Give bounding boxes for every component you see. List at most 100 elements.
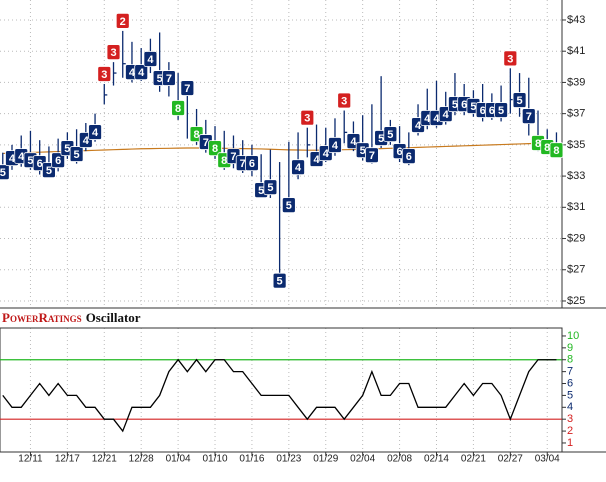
rating-label: 5 xyxy=(516,95,522,107)
rating-badge xyxy=(134,64,149,81)
rating-label: 4 xyxy=(443,109,450,121)
x-tick-label: 01/16 xyxy=(239,454,264,465)
x-tick-label: 02/27 xyxy=(498,454,523,465)
x-tick-label: 02/04 xyxy=(350,454,375,465)
y-tick-label: 2 xyxy=(567,425,573,437)
rating-label: 7 xyxy=(240,158,246,170)
brand: PowerRatings xyxy=(2,310,82,325)
y-tick-label: 4 xyxy=(567,401,573,413)
rating-label: 3 xyxy=(101,69,107,81)
rating-label: 5 xyxy=(378,133,384,145)
rating-badge xyxy=(143,51,158,67)
x-tick-label: 12/28 xyxy=(129,454,154,465)
rating-label: 7 xyxy=(203,137,209,149)
rating-label: 7 xyxy=(166,73,172,85)
rating-badge xyxy=(115,13,130,29)
y-tick-label: 6 xyxy=(567,377,573,389)
rating-label: 5 xyxy=(360,145,366,157)
rating-label: 4 xyxy=(424,113,431,125)
rating-label: 5 xyxy=(46,165,52,177)
y-tick-label: $27 xyxy=(567,264,585,276)
rating-badge xyxy=(208,140,222,157)
rating-badge xyxy=(328,137,342,153)
x-tick-label: 12/21 xyxy=(92,454,117,465)
y-tick-label: 3 xyxy=(567,413,573,425)
oscillator-title: PowerRatings Oscillator xyxy=(2,310,141,325)
rating-label: 5 xyxy=(387,129,393,141)
rating-badge xyxy=(521,108,536,125)
y-tick-label: $39 xyxy=(567,76,585,88)
y-tick-label: 9 xyxy=(567,342,573,354)
title: Oscillator xyxy=(86,310,141,325)
rating-label: 2 xyxy=(120,16,126,28)
y-tick-label: $43 xyxy=(567,14,585,26)
x-tick-label: 02/21 xyxy=(461,454,486,465)
rating-label: 4 xyxy=(313,154,320,166)
rating-badge xyxy=(0,164,10,181)
x-tick-label: 02/08 xyxy=(387,454,412,465)
rating-label: 4 xyxy=(295,162,302,174)
rating-label: 5 xyxy=(498,105,504,117)
y-tick-label: 7 xyxy=(567,366,573,378)
rating-badge xyxy=(272,272,287,289)
rating-label: 7 xyxy=(369,150,375,162)
rating-badge xyxy=(300,109,315,126)
rating-label: 4 xyxy=(92,127,99,139)
y-tick-label: $41 xyxy=(567,45,585,57)
x-tick-label: 12/17 xyxy=(55,454,80,465)
rating-label: 7 xyxy=(230,151,236,163)
rating-label: 4 xyxy=(83,135,90,147)
x-tick-label: 01/29 xyxy=(313,454,338,465)
rating-badge xyxy=(106,44,121,61)
rating-label: 3 xyxy=(507,53,513,65)
rating-label: 4 xyxy=(147,54,154,66)
rating-label: 8 xyxy=(193,129,199,141)
y-tick-label: 5 xyxy=(567,389,573,401)
rating-badge xyxy=(88,124,102,140)
rating-badge xyxy=(383,126,398,142)
rating-label: 8 xyxy=(212,143,218,155)
rating-label: 4 xyxy=(138,67,145,79)
moving-average xyxy=(2,142,557,155)
rating-badge xyxy=(503,50,518,67)
rating-label: 8 xyxy=(221,155,227,167)
rating-label: 6 xyxy=(406,151,412,163)
rating-label: 6 xyxy=(37,158,43,170)
rating-label: 5 xyxy=(277,276,283,288)
rating-badge xyxy=(161,70,176,86)
rating-label: 5 xyxy=(64,143,70,155)
rating-badge xyxy=(549,142,564,159)
rating-badge xyxy=(263,179,278,196)
rating-badge xyxy=(97,66,112,82)
rating-label: 4 xyxy=(129,67,136,79)
rating-badge xyxy=(337,92,352,109)
rating-label: 8 xyxy=(553,145,559,157)
rating-badge xyxy=(281,197,296,214)
rating-label: 3 xyxy=(341,95,347,107)
rating-label: 7 xyxy=(184,83,190,95)
rating-label: 7 xyxy=(526,111,532,123)
rating-label: 4 xyxy=(415,120,422,132)
rating-label: 5 xyxy=(470,101,476,113)
x-tick-label: 12/11 xyxy=(18,454,43,465)
rating-label: 6 xyxy=(461,99,467,111)
y-tick-label: 8 xyxy=(567,354,573,366)
rating-label: 4 xyxy=(332,140,339,152)
rating-label: 6 xyxy=(480,105,486,117)
rating-label: 4 xyxy=(350,136,357,148)
rating-label: 8 xyxy=(175,103,181,115)
y-tick-label: 1 xyxy=(567,437,573,449)
x-tick-label: 01/10 xyxy=(203,454,228,465)
y-tick-label: $25 xyxy=(567,295,585,307)
rating-label: 4 xyxy=(323,148,330,160)
rating-badge xyxy=(171,100,186,116)
rating-label: 6 xyxy=(397,146,403,158)
y-tick-label: $33 xyxy=(567,170,585,182)
rating-label: 8 xyxy=(535,138,541,150)
rating-label: 5 xyxy=(157,73,163,85)
y-tick-label: $29 xyxy=(567,232,585,244)
x-tick-label: 01/04 xyxy=(166,454,191,465)
oscillator-line xyxy=(2,358,557,433)
